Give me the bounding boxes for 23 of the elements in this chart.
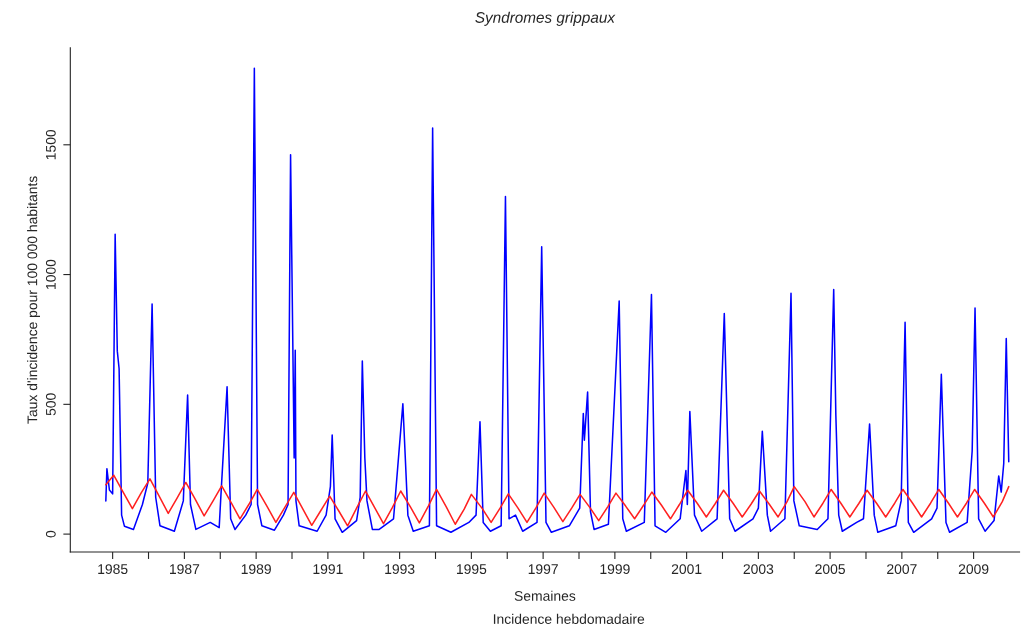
x-tick-label: 1987: [170, 564, 200, 575]
x-tick-label: 1995: [456, 564, 487, 575]
line-series: [105, 474, 1010, 527]
x-tick-label: 1999: [600, 564, 630, 575]
y-axis-title: Taux d'incidence pour 100 000 habitants: [27, 176, 40, 424]
y-tick-label: 500: [45, 393, 56, 416]
x-tick-label: 1985: [98, 564, 128, 575]
y-tick-label: 0: [45, 530, 56, 538]
x-tick-label: 2005: [815, 564, 845, 575]
x-tick-label: 1991: [313, 564, 343, 575]
x-tick-label: 1993: [385, 564, 415, 575]
y-tick-label: 1500: [45, 129, 56, 160]
x-tick-label: 1989: [241, 564, 271, 575]
x-tick-label: 2007: [887, 564, 917, 575]
text: Incidence hebdomadaire: [493, 613, 645, 624]
x-tick-label: 2003: [743, 564, 774, 575]
x-tick-label: 2009: [958, 564, 989, 575]
x-axis-title: Semaines: [514, 590, 576, 601]
chart-title: Syndromes grippaux: [475, 11, 616, 26]
x-tick-label: 2001: [671, 564, 702, 575]
y-tick-label: 1000: [45, 259, 56, 289]
x-tick-label: 1997: [528, 564, 558, 575]
line-series: [105, 67, 1010, 534]
